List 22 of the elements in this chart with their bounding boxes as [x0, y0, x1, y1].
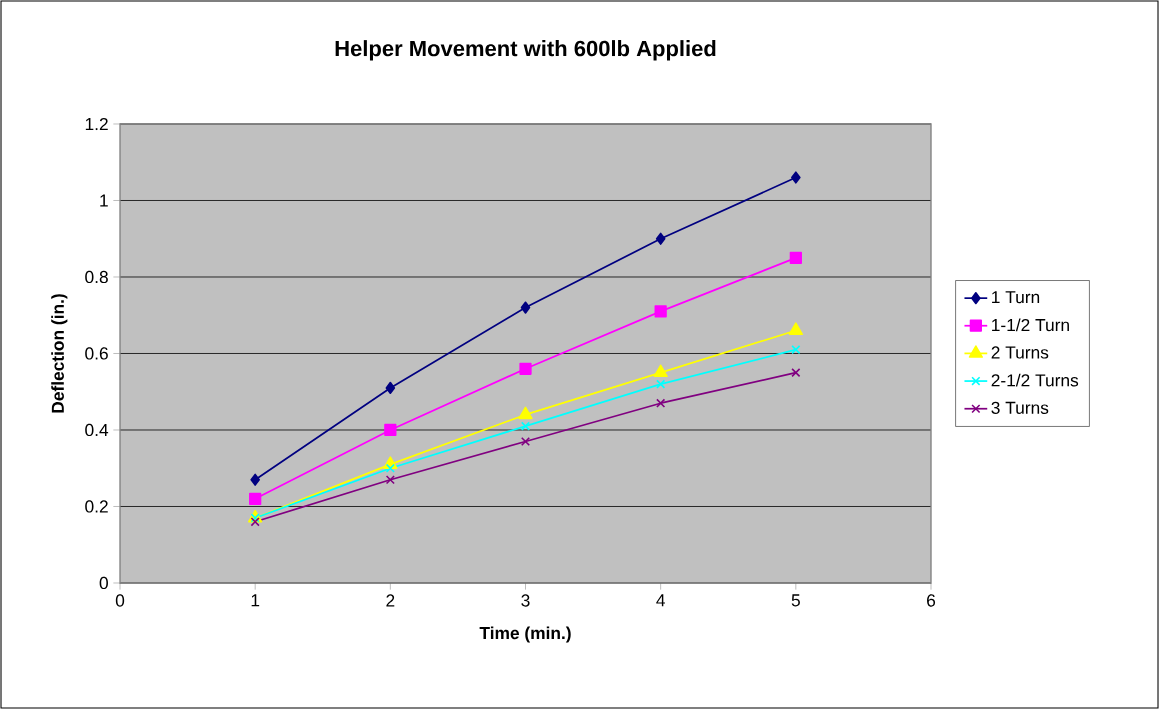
x-tick-label: 5 [791, 594, 800, 607]
legend-label: 3 Turns [991, 401, 1049, 414]
legend-label: 1 Turn [992, 291, 1040, 304]
y-tick-label: 0.8 [85, 270, 108, 284]
x-tick-label: 3 [521, 594, 530, 607]
x-tick-label: 4 [656, 594, 665, 607]
x-tick-label: 0 [115, 594, 125, 607]
y-tick-label: 0.4 [85, 423, 109, 437]
legend-label: 2 Turns [991, 346, 1049, 359]
y-axis-title: Deflection (in.) [51, 294, 68, 413]
x-tick-label: 2 [386, 594, 395, 607]
x-tick-label: 1 [251, 594, 260, 607]
y-tick-label: 0.6 [85, 347, 108, 360]
y-tick-label: 1.2 [85, 117, 108, 131]
y-tick-label: 0 [99, 576, 108, 590]
legend-label: 1-1/2 Turn [992, 318, 1069, 332]
legend-label: 2-1/2 Turns [991, 373, 1079, 387]
y-tick-label: 0.2 [85, 500, 108, 513]
y-tick-label: 1 [100, 194, 108, 207]
x-tick-label: 6 [927, 594, 936, 607]
x-axis-title: Time (min.) [479, 626, 571, 643]
chart-title: Helper Movement with 600lb Applied [335, 40, 716, 61]
